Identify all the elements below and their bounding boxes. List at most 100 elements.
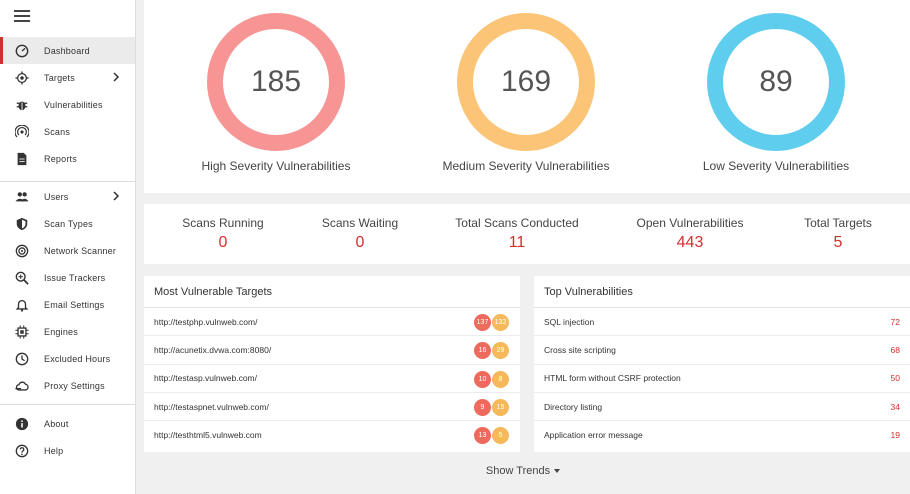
medium-count-badge: 132 [492,314,509,331]
sidebar-item-scan-types[interactable]: Scan Types [0,210,135,237]
severity-badges: 13 5 [473,427,509,445]
vulnerability-row[interactable]: Cross site scripting 68 [534,336,910,365]
sidebar-item-network-scanner[interactable]: Network Scanner [0,237,135,264]
target-url: http://testasp.vulnweb.com/ [154,373,257,384]
sidebar-item-label: Scans [44,126,71,137]
bell-icon [15,299,29,312]
target-url: http://acunetix.dvwa.com:8080/ [154,344,272,355]
chevron-right-icon [113,72,120,82]
target-row[interactable]: http://testasp.vulnweb.com/ 10 8 [144,365,520,393]
sidebar-item-targets[interactable]: Targets [0,64,135,91]
stat-scans-waiting[interactable]: Scans Waiting 0 [285,216,435,252]
show-trends-button[interactable]: Show Trends [136,465,910,477]
sidebar-nav-help: About Help [0,410,135,464]
card-title: Top Vulnerabilities [534,276,910,308]
sidebar-item-dashboard[interactable]: Dashboard [0,37,135,64]
target-url: http://testhtml5.vulnweb.com [154,430,262,441]
vulnerability-row[interactable]: SQL injection 72 [534,308,910,337]
vulnerability-count: 34 [890,401,900,412]
sidebar-item-about[interactable]: About [0,410,135,437]
severity-summary-card: 185 High Severity Vulnerabilities 169 Me… [144,0,910,193]
sidebar-item-help[interactable]: Help [0,437,135,464]
sidebar-item-proxy-settings[interactable]: Proxy Settings [0,372,135,399]
sidebar-item-label: Scan Types [44,218,93,229]
sidebar-item-label: Proxy Settings [44,380,105,391]
menu-icon[interactable] [14,10,30,24]
show-trends-label: Show Trends [485,465,551,477]
target-row[interactable]: http://acunetix.dvwa.com:8080/ 16 29 [144,336,520,365]
stat-label: Open Vulnerabilities [636,216,744,230]
bug-icon [16,101,28,111]
sidebar-item-label: Reports [44,153,77,164]
vulnerability-count: 68 [890,344,900,355]
stat-total-scans[interactable]: Total Scans Conducted 11 [442,216,592,252]
dashboard-main: 185 High Severity Vulnerabilities 169 Me… [136,0,910,494]
target-url: http://testaspnet.vulnweb.com/ [154,401,269,412]
stat-value: 0 [355,234,365,251]
file-icon [17,152,27,166]
vulnerability-row[interactable]: Application error message 19 [534,421,910,449]
top-vulnerabilities-card: Top Vulnerabilities SQL injection 72 Cro… [534,276,910,452]
caret-down-icon [554,469,561,474]
high-severity-label: High Severity Vulnerabilities [201,159,351,173]
cloud-icon [15,381,29,391]
stat-scans-running[interactable]: Scans Running 0 [148,216,298,252]
severity-badges: 9 15 [473,398,509,416]
gauge-icon [15,44,29,58]
vulnerability-row[interactable]: HTML form without CSRF protection 50 [534,365,910,393]
network-icon [15,244,29,258]
medium-severity-label: Medium Severity Vulnerabilities [442,159,610,173]
stat-total-targets[interactable]: Total Targets 5 [763,216,910,252]
stat-value: 443 [676,234,704,251]
target-row[interactable]: http://testaspnet.vulnweb.com/ 9 15 [144,393,520,422]
vulnerability-count: 19 [890,430,900,441]
target-row[interactable]: http://testphp.vulnweb.com/ 137 132 [144,308,520,337]
sidebar-nav-settings: Users Scan Types Network Scanner Issue T… [0,183,135,399]
sidebar-item-scans[interactable]: Scans [0,118,135,145]
stat-label: Total Scans Conducted [455,216,579,230]
sidebar-item-excluded-hours[interactable]: Excluded Hours [0,345,135,372]
low-severity-donut[interactable] [706,12,846,152]
high-count-badge: 137 [474,314,491,331]
sidebar-item-label: Targets [44,72,75,83]
sidebar-item-label: Dashboard [44,45,90,56]
vulnerability-name: Cross site scripting [544,344,616,355]
vulnerability-count: 50 [890,373,900,384]
severity-badges: 16 29 [473,342,509,360]
sidebar-item-reports[interactable]: Reports [0,145,135,172]
stat-value: 5 [833,234,843,251]
low-severity-count: 89 [759,65,793,98]
medium-severity-count: 169 [500,65,552,98]
sidebar-item-label: Email Settings [44,299,105,310]
sidebar-item-vulnerabilities[interactable]: Vulnerabilities [0,91,135,118]
vulnerability-name: Directory listing [544,401,603,412]
medium-count-badge: 8 [492,370,509,388]
sidebar-item-users[interactable]: Users [0,183,135,210]
stat-value: 11 [508,234,526,251]
vulnerability-row[interactable]: Directory listing 34 [534,393,910,422]
sidebar-item-engines[interactable]: Engines [0,318,135,345]
vulnerability-name: HTML form without CSRF protection [544,373,681,384]
most-vulnerable-targets-card: Most Vulnerable Targets http://testphp.v… [144,276,520,452]
stat-value: 0 [218,234,228,251]
sidebar-item-label: Users [44,191,69,202]
sidebar-item-email-settings[interactable]: Email Settings [0,291,135,318]
high-count-badge: 13 [474,427,491,445]
target-url: http://testphp.vulnweb.com/ [154,316,258,327]
info-icon [15,417,29,431]
users-icon [15,192,29,202]
sidebar-nav-main: Dashboard Targets Vulnerabilities Scans … [0,37,135,172]
stat-label: Total Targets [804,216,872,230]
high-severity-donut[interactable] [206,12,346,152]
stat-open-vulnerabilities[interactable]: Open Vulnerabilities 443 [615,216,765,252]
sidebar-item-label: Issue Trackers [44,272,106,283]
vulnerability-count: 72 [890,316,900,327]
radar-icon [15,125,29,138]
sidebar-item-issue-trackers[interactable]: Issue Trackers [0,264,135,291]
scan-stats-card: Scans Running 0 Scans Waiting 0 Total Sc… [144,204,910,264]
sidebar-item-label: Network Scanner [44,245,117,256]
target-row[interactable]: http://testhtml5.vulnweb.com 13 5 [144,421,520,449]
medium-severity-donut[interactable] [456,12,596,152]
severity-badges: 10 8 [473,370,509,388]
stat-label: Scans Waiting [321,216,399,230]
